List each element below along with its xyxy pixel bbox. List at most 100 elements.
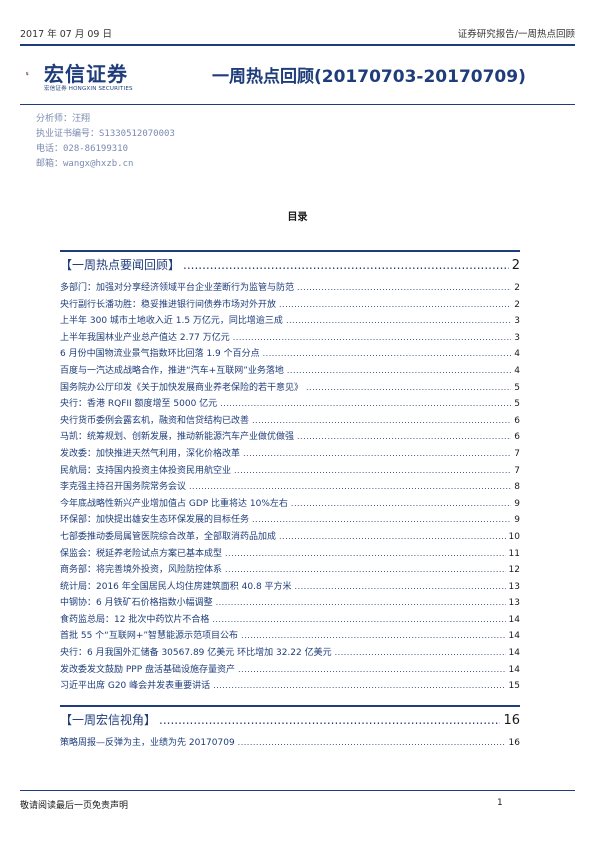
header-divider-thin — [20, 104, 575, 105]
brand-english: HONGXIN SECURITIES — [68, 86, 133, 92]
toc-entry[interactable]: 上半年 300 城市土地收入近 1.5 万亿元，同比增逾三成 3 — [60, 313, 520, 330]
toc-entry-page: 14 — [508, 664, 520, 675]
toc-entry-title: 马凯：统筹规划、创新发展，推动新能源汽车产业做优做强 — [60, 432, 295, 443]
analyst-license: 执业证书编号：S1330512070003 — [36, 129, 175, 139]
toc-entry[interactable]: 李克强主持召开国务院常务会议 8 — [60, 479, 520, 496]
toc-entry-title: 今年底战略性新兴产业增加值占 GDP 比重将达 10%左右 — [60, 498, 288, 509]
toc-entry[interactable]: 首批 55 个“互联网+”智慧能源示范项目公布 14 — [60, 628, 520, 645]
table-of-contents: 【一周热点要闻回顾】2多部门：加强对分享经济领域平台企业垄断行为监管与防范2央行… — [60, 250, 520, 751]
toc-entry-title: 央行：香港 RQFII 额度增至 5000 亿元 — [60, 399, 218, 410]
toc-entry-title: 保监会：税延养老险试点方案已基本成型 — [60, 548, 223, 559]
toc-leader — [252, 515, 511, 524]
toc-leader — [220, 399, 511, 408]
toc-entry-title: 七部委推动委局属管医院综合改革，全部取消药品加成 — [60, 531, 277, 542]
toc-entry-title: 首批 55 个“互联网+”智慧能源示范项目公布 — [60, 631, 239, 642]
toc-entry[interactable]: 保监会：税延养老险试点方案已基本成型 11 — [60, 546, 520, 563]
toc-entry[interactable]: 食药监总局：12 批次中药饮片不合格 14 — [60, 612, 520, 629]
toc-leader — [234, 466, 511, 475]
toc-entry-title: 6 月份中国物流业景气指数环比回落 1.9 个百分点 — [60, 349, 260, 360]
analyst-email[interactable]: 邮箱：wangx@hxzb.cn — [36, 159, 134, 169]
toc-entry-title: 国务院办公厅印发《关于加快发展商业养老保险的若干意见》 — [60, 382, 304, 393]
toc-entry-page: 14 — [508, 614, 520, 625]
toc-section[interactable]: 【一周宏信视角】 16 — [60, 711, 520, 731]
toc-section[interactable]: 【一周热点要闻回顾】 2 — [60, 256, 520, 276]
toc-entry-title: 发改委发文鼓励 PPP 盘活基础设施存量资产 — [60, 664, 236, 675]
toc-entry-page: 12 — [508, 565, 520, 576]
toc-entry-title: 商务部：将完善境外投资，风险防控体系 — [60, 565, 223, 576]
analyst-info: 分析师：汪翔 执业证书编号：S1330512070003 电话：028-8619… — [36, 112, 175, 172]
toc-leader — [295, 582, 506, 591]
toc-leader — [216, 598, 506, 607]
toc-leader — [306, 383, 511, 392]
toc-entry[interactable]: 策略周报—反弹为主，业绩为先 20170709 16 — [60, 735, 520, 752]
toc-leader — [291, 499, 511, 508]
toc-entry-title: 上半年我国林业产业总产值达 2.77 万亿元 — [60, 332, 230, 343]
toc-leader — [225, 549, 506, 558]
toc-entry-page: 7 — [514, 448, 520, 459]
toc-section-title: 【一周热点要闻回顾】 — [60, 258, 181, 272]
toc-entry[interactable]: 央行：6 月我国外汇储备 30567.89 亿美元 环比增加 32.22 亿美元… — [60, 645, 520, 662]
report-title: 一周热点回顾(20170703-20170709) — [212, 67, 526, 87]
toc-entry-title: 民航局：支持国内投资主体投资民用航空业 — [60, 465, 232, 476]
toc-entry-page: 14 — [508, 648, 520, 659]
toc-leader — [183, 258, 509, 272]
page-footer: 敬请阅读最后一页免责声明 1 — [20, 798, 575, 811]
footer-divider — [20, 790, 575, 791]
toc-entry-page: 9 — [514, 498, 520, 509]
toc-entry-page: 11 — [508, 548, 520, 559]
toc-entry-page: 13 — [508, 581, 520, 592]
analyst-phone: 电话：028-86199310 — [36, 144, 129, 154]
toc-entry-page: 13 — [508, 598, 520, 609]
toc-entry-page: 10 — [508, 531, 520, 542]
toc-entry-page: 15 — [508, 681, 520, 692]
toc-entry[interactable]: 央行：香港 RQFII 额度增至 5000 亿元 5 — [60, 396, 520, 413]
report-category: 证券研究报告/一周热点回顾 — [457, 29, 575, 40]
toc-entry-page: 7 — [514, 465, 520, 476]
toc-entry-title: 多部门：加强对分享经济领域平台企业垄断行为监管与防范 — [60, 283, 295, 293]
toc-entry-page: 16 — [508, 737, 520, 748]
section-gap — [60, 695, 520, 705]
report-date: 2017 年 07 月 09 日 — [20, 29, 112, 40]
header-divider — [20, 44, 575, 46]
toc-entry[interactable]: 七部委推动委局属管医院综合改革，全部取消药品加成 10 — [60, 529, 520, 546]
toc-entry[interactable]: 统计局：2016 年全国居民人均住房建筑面积 40.8 平方米 13 — [60, 579, 520, 596]
toc-entry[interactable]: 发改委：加快推进天然气利用，深化价格改革 7 — [60, 446, 520, 463]
toc-entry-title: 习近平出席 G20 峰会并发表重要讲话 — [60, 681, 211, 692]
toc-leader — [238, 665, 506, 674]
toc-entry[interactable]: 习近平出席 G20 峰会并发表重要讲话 15 — [60, 678, 520, 695]
toc-entry-page: 4 — [514, 365, 520, 376]
toc-leader — [159, 713, 500, 727]
toc-leader — [287, 366, 511, 375]
toc-entry-title: 统计局：2016 年全国居民人均住房建筑面积 40.8 平方米 — [60, 581, 292, 592]
toc-entry-title: 李克强主持召开国务院常务会议 — [60, 482, 187, 493]
toc-entry[interactable]: 上半年我国林业产业总产值达 2.77 万亿元 3 — [60, 330, 520, 347]
toc-entry[interactable]: 央行货币委例会露玄机，融资和信贷结构已改善 6 — [60, 413, 520, 430]
toc-entry[interactable]: 国务院办公厅印发《关于加快发展商业养老保险的若干意见》 5 — [60, 380, 520, 397]
toc-entry[interactable]: 中钢协：6 月铁矿石价格指数小幅调整 13 — [60, 595, 520, 612]
toc-entry[interactable]: 民航局：支持国内投资主体投资民用航空业 7 — [60, 463, 520, 480]
toc-leader — [189, 482, 511, 491]
toc-entry[interactable]: 马凯：统筹规划、创新发展，推动新能源汽车产业做优做强 6 — [60, 429, 520, 446]
toc-entry-page: 4 — [514, 349, 520, 360]
section-rule — [60, 704, 520, 707]
toc-entry[interactable]: 6 月份中国物流业景气指数环比回落 1.9 个百分点 4 — [60, 346, 520, 363]
toc-entry[interactable]: 多部门：加强对分享经济领域平台企业垄断行为监管与防范 2 — [60, 280, 520, 297]
toc-entry-page: 9 — [514, 515, 520, 526]
toc-leader — [279, 300, 511, 309]
disclaimer-note: 敬请阅读最后一页免责声明 — [20, 801, 129, 811]
toc-leader — [297, 432, 511, 441]
toc-entry-title: 央行副行长潘功胜：稳妥推进银行间债券市场对外开放 — [60, 299, 277, 310]
toc-entry[interactable]: 发改委发文鼓励 PPP 盘活基础设施存量资产 14 — [60, 662, 520, 679]
toc-leader — [286, 316, 511, 325]
brand-subtitle: 宏信证券 HONGXIN SECURITIES — [44, 84, 133, 92]
toc-entry[interactable]: 央行副行长潘功胜：稳妥推进银行间债券市场对外开放 2 — [60, 297, 520, 314]
toc-leader — [252, 416, 511, 425]
brand-name: 宏信证券 — [44, 62, 128, 86]
toc-entry[interactable]: 百度与一汽达成战略合作，推进“汽车+互联网”业务落地 4 — [60, 363, 520, 380]
toc-leader — [279, 532, 506, 541]
toc-entry[interactable]: 环保部：加快提出雄安生态环保发展的目标任务 9 — [60, 512, 520, 529]
toc-entry[interactable]: 商务部：将完善境外投资，风险防控体系 12 — [60, 562, 520, 579]
toc-leader — [233, 333, 512, 342]
toc-entry[interactable]: 今年底战略性新兴产业增加值占 GDP 比重将达 10%左右 9 — [60, 496, 520, 513]
toc-leader — [243, 449, 511, 458]
